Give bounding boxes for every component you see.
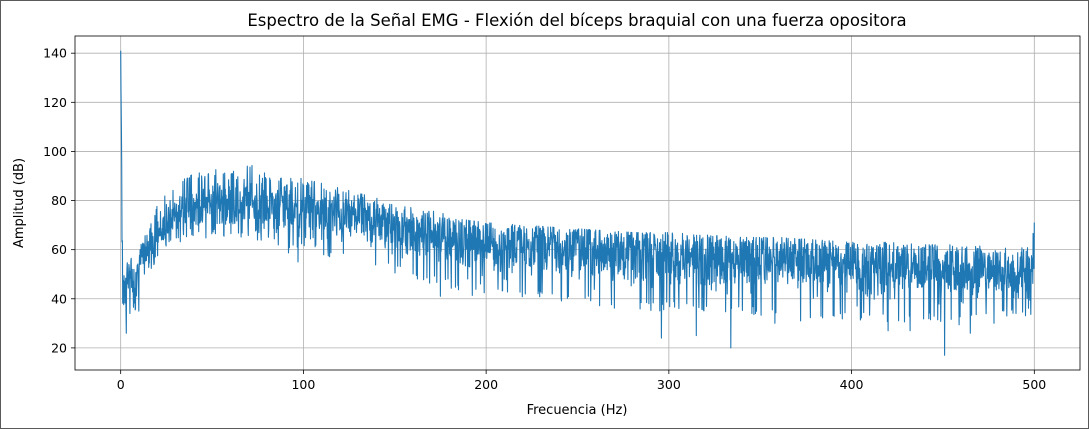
x-tick-label: 0 <box>117 377 125 392</box>
y-tick-label: 40 <box>51 291 67 306</box>
y-tick-label: 20 <box>51 340 67 355</box>
y-tick-label: 140 <box>43 46 67 61</box>
axes-frame <box>74 35 1081 371</box>
grid-lines <box>75 36 1080 370</box>
x-tick-label: 100 <box>291 377 315 392</box>
x-tick-label: 500 <box>1022 377 1046 392</box>
y-tick-label: 120 <box>43 95 67 110</box>
plot-area <box>120 50 1035 356</box>
x-tick-label: 300 <box>657 377 681 392</box>
x-tick-label: 200 <box>474 377 498 392</box>
y-tick-label: 80 <box>51 193 67 208</box>
x-axis-label: Frecuencia (Hz) <box>527 403 628 418</box>
axis-ticks: 0 100 200 300 400 500 20 40 60 80 100 120 140 <box>43 46 1046 392</box>
y-tick-label: 60 <box>51 242 67 257</box>
spectrum-line <box>120 50 1035 356</box>
x-tick-label: 400 <box>840 377 864 392</box>
y-tick-label: 100 <box>43 144 67 159</box>
y-axis-label: Amplitud (dB) <box>12 158 27 248</box>
chart-title: Espectro de la Señal EMG - Flexión del b… <box>247 11 906 30</box>
